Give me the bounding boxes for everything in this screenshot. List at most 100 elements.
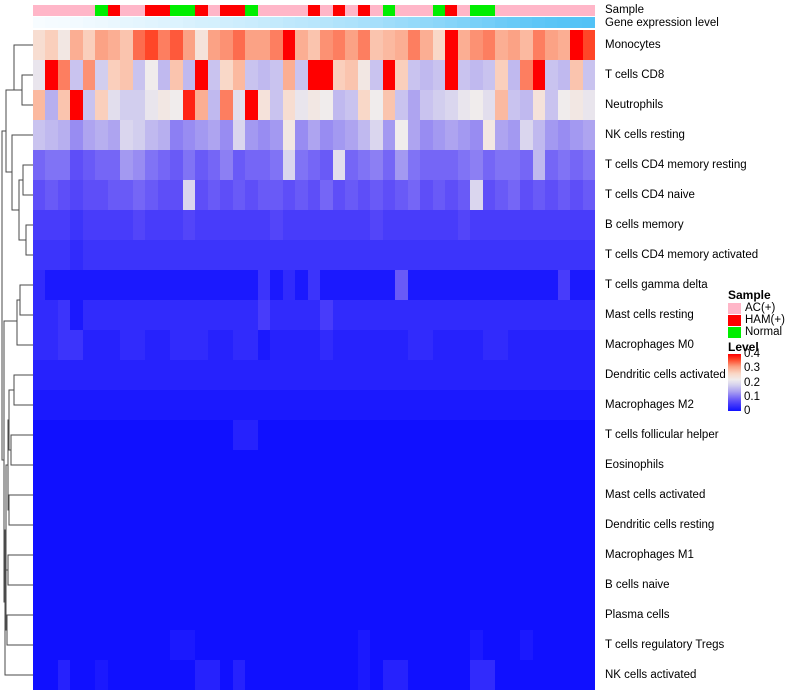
heatmap-cell [132, 660, 146, 690]
heatmap-cell [420, 510, 433, 540]
sample-annotation-cell [519, 5, 533, 16]
heatmap-cell [357, 420, 371, 450]
heatmap-cell [95, 510, 108, 540]
heatmap-cell [82, 210, 96, 240]
heatmap-cell [145, 630, 158, 660]
heatmap-cell [70, 30, 83, 60]
heatmap-cell [320, 450, 333, 480]
heatmap-cell [70, 360, 83, 390]
heatmap-cell [582, 630, 595, 660]
heatmap-cell [70, 630, 83, 660]
heatmap-cell [420, 240, 433, 270]
heatmap-cell [395, 90, 408, 120]
heatmap-cell [282, 450, 296, 480]
heatmap-cell [257, 300, 271, 330]
heatmap-cell [395, 60, 408, 90]
heatmap-cell [33, 570, 46, 600]
heatmap-cell [170, 390, 183, 420]
heatmap-cell [70, 600, 83, 630]
heatmap-cell [470, 420, 483, 450]
heatmap-cell [557, 360, 571, 390]
heatmap-cell [332, 390, 346, 420]
heatmap-cell [370, 330, 383, 360]
heatmap-cell [45, 270, 58, 300]
heatmap-cell [95, 180, 108, 210]
heatmap-cell [520, 330, 533, 360]
heatmap-cell [520, 660, 533, 690]
heatmap-cell [570, 630, 583, 660]
heatmap-cell [82, 240, 96, 270]
heatmap-cell [295, 120, 308, 150]
heatmap-cell [70, 510, 83, 540]
heatmap-cell [207, 360, 221, 390]
heatmap-cell [395, 600, 408, 630]
heatmap-cell [57, 450, 71, 480]
heatmap-cell [70, 210, 83, 240]
heatmap-cell [445, 570, 458, 600]
heatmap-cell [507, 300, 521, 330]
heatmap-cell [107, 180, 121, 210]
heatmap-cell [407, 510, 421, 540]
heatmap-cell [195, 330, 208, 360]
gene-expression-annotation-cell [370, 17, 383, 28]
heatmap-cell [295, 270, 308, 300]
heatmap-cell [120, 420, 133, 450]
heatmap-cell [282, 630, 296, 660]
heatmap-cell [470, 630, 483, 660]
sample-annotation-cell [207, 5, 221, 16]
heatmap-cell [320, 660, 333, 690]
heatmap-cell [470, 60, 483, 90]
heatmap-cell [33, 510, 46, 540]
heatmap-cell [270, 630, 283, 660]
heatmap-cell [382, 450, 396, 480]
heatmap-cell [45, 570, 58, 600]
heatmap-cell [145, 300, 158, 330]
heatmap-cell [507, 540, 521, 570]
heatmap-cell [145, 420, 158, 450]
heatmap-cell [207, 330, 221, 360]
heatmap-cell [582, 420, 595, 450]
heatmap-cell [132, 30, 146, 60]
heatmap-cell [320, 420, 333, 450]
heatmap-cell [70, 120, 83, 150]
heatmap-cell [582, 540, 595, 570]
heatmap-cell [270, 120, 283, 150]
heatmap-cell [245, 570, 258, 600]
heatmap-cell [145, 360, 158, 390]
heatmap-cell [220, 300, 233, 330]
heatmap-cell [295, 330, 308, 360]
level-legend-tick: 0.4 [744, 348, 760, 360]
sample-annotation-cell [157, 5, 171, 16]
heatmap-cell [420, 300, 433, 330]
row-label: NK cells activated [605, 669, 697, 681]
sample-legend-title: Sample [728, 288, 771, 302]
heatmap-cell [245, 420, 258, 450]
gene-expression-annotation-cell [469, 17, 483, 28]
heatmap-cell [357, 210, 371, 240]
heatmap-cell [182, 150, 196, 180]
heatmap-cell [382, 510, 396, 540]
heatmap-cell [582, 660, 595, 690]
gene-expression-annotation-cell [432, 17, 445, 28]
heatmap-cell [182, 390, 196, 420]
gene-expression-annotation-cell [407, 17, 421, 28]
heatmap-cell [145, 120, 158, 150]
heatmap-cell [295, 210, 308, 240]
gene-expression-annotation-cell [507, 17, 520, 28]
heatmap-cell [232, 660, 246, 690]
gene-expression-annotation-cell [519, 17, 533, 28]
heatmap-cell [420, 660, 433, 690]
heatmap-cell [270, 600, 283, 630]
heatmap-cell [582, 270, 595, 300]
heatmap-cell [45, 300, 58, 330]
heatmap-cell [95, 240, 108, 270]
heatmap-cell [220, 150, 233, 180]
heatmap-cell [220, 420, 233, 450]
heatmap-cell [345, 150, 358, 180]
heatmap-cell [407, 420, 421, 450]
heatmap-cell [220, 660, 233, 690]
heatmap-cell [545, 180, 558, 210]
heatmap-cell [107, 210, 121, 240]
heatmap-cell [582, 360, 595, 390]
heatmap-cell [232, 630, 246, 660]
